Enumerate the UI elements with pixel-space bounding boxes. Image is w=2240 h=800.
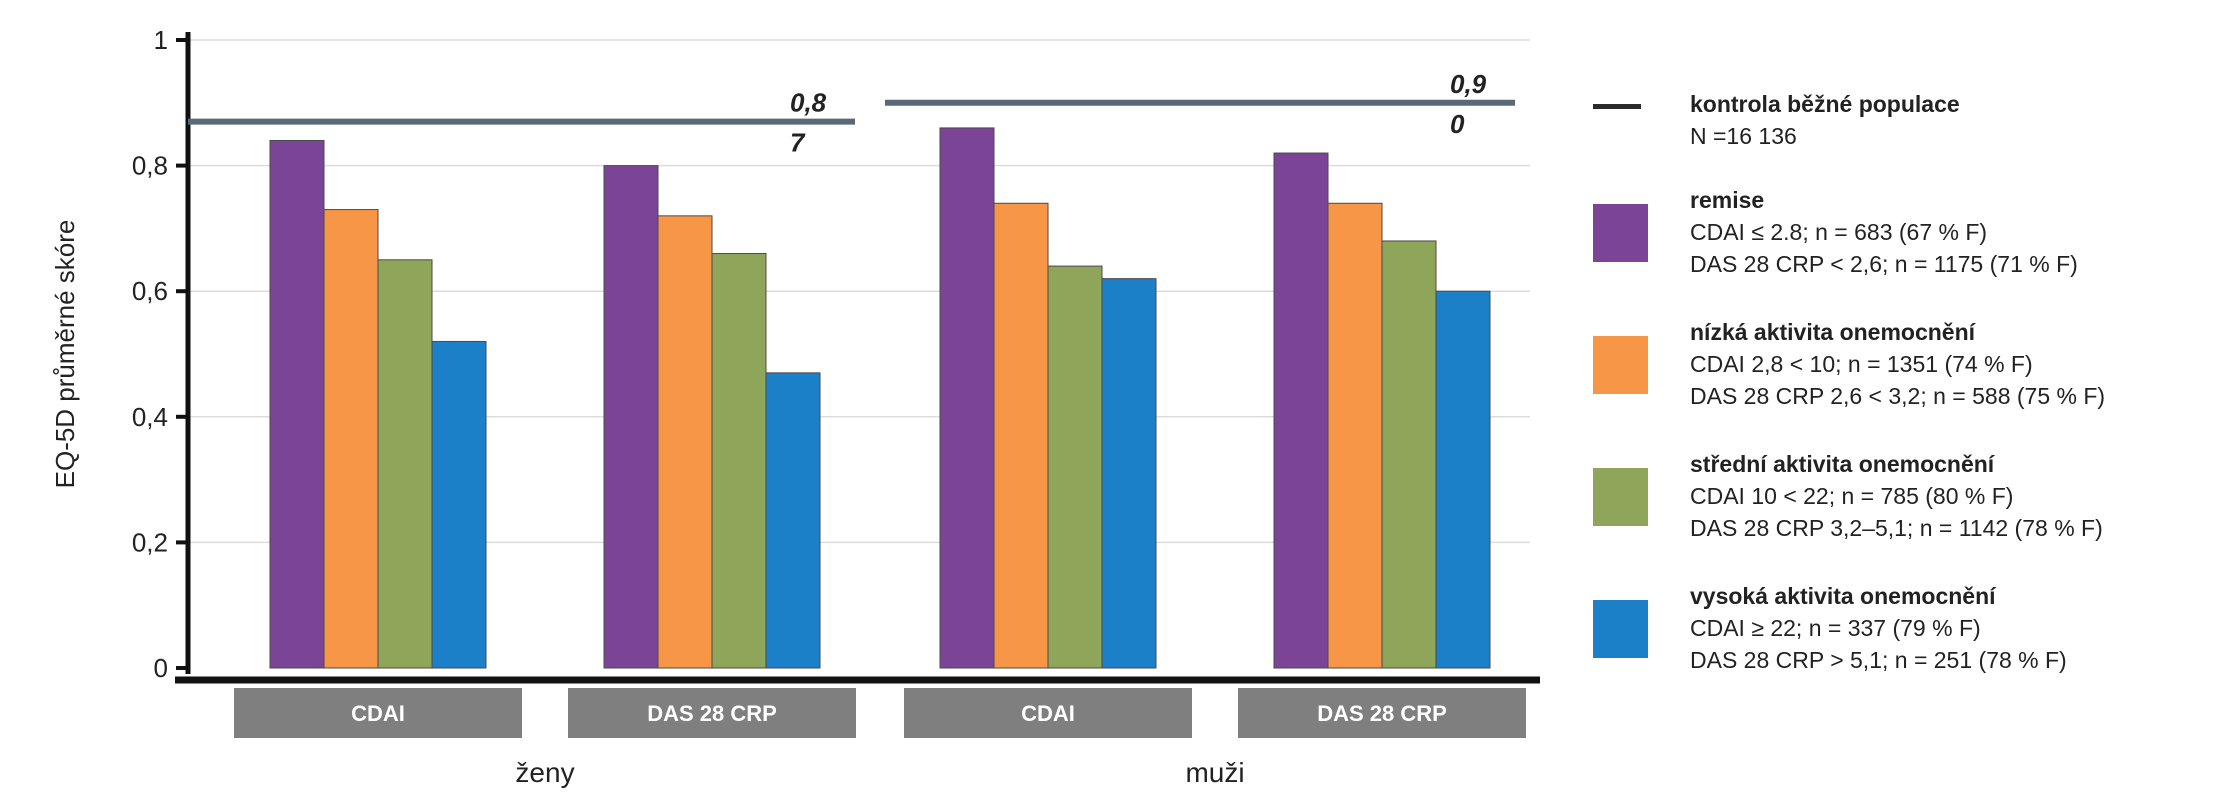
bar	[1381, 240, 1437, 669]
y-axis-label: EQ-5D průměrné skóre	[50, 220, 80, 489]
reference-label: 7	[790, 128, 806, 158]
bar	[711, 253, 767, 669]
y-tick-label: 0,2	[132, 527, 168, 557]
legend-title: nízká aktivita onemocnění	[1690, 319, 1976, 345]
legend-text: DAS 28 CRP 3,2–5,1; n = 1142 (78 % F)	[1690, 515, 2103, 541]
category-label: CDAI	[1021, 701, 1075, 726]
legend-title: vysoká aktivita onemocnění	[1690, 583, 1996, 609]
y-tick-label: 0	[154, 653, 168, 683]
legend-text: DAS 28 CRP 2,6 < 3,2; n = 588 (75 % F)	[1690, 383, 2106, 409]
legend-text: CDAI ≤ 2.8; n = 683 (67 % F)	[1690, 219, 1988, 245]
legend-text: DAS 28 CRP > 5,1; n = 251 (78 % F)	[1690, 647, 2067, 673]
bar	[1327, 202, 1383, 669]
legend-text: DAS 28 CRP < 2,6; n = 1175 (71 % F)	[1690, 251, 2078, 277]
bar	[431, 340, 487, 669]
bar	[377, 259, 433, 669]
legend-title-reference: kontrola běžné populace	[1690, 91, 1960, 117]
category-box	[1238, 688, 1526, 738]
category-box	[568, 688, 856, 738]
category-label: DAS 28 CRP	[647, 701, 777, 726]
bar	[1047, 265, 1103, 669]
bar	[765, 372, 821, 669]
legend-line-reference	[1593, 104, 1641, 109]
legend-item-medium: střední aktivita onemocnění CDAI 10 < 22…	[1593, 448, 2233, 580]
legend-title: remise	[1690, 187, 1765, 213]
bar	[657, 215, 713, 669]
legend-item-remise: remise CDAI ≤ 2.8; n = 683 (67 % F) DAS …	[1593, 184, 2233, 316]
legend-text: CDAI 10 < 22; n = 785 (80 % F)	[1690, 483, 2014, 509]
legend: kontrola běžné populace N =16 136 remise…	[1593, 88, 2233, 712]
legend-swatch-low	[1593, 336, 1648, 394]
legend-swatch-remise	[1593, 204, 1648, 262]
bar	[939, 127, 995, 669]
bar	[603, 165, 659, 669]
bar	[993, 202, 1049, 669]
legend-text: CDAI ≥ 22; n = 337 (79 % F)	[1690, 615, 1981, 641]
bar	[1273, 152, 1329, 669]
reference-label: 0,9	[1450, 69, 1487, 99]
legend-item-reference: kontrola běžné populace N =16 136	[1593, 88, 2233, 184]
category-box	[234, 688, 522, 738]
legend-swatch-medium	[1593, 468, 1648, 526]
y-tick-label: 0,6	[132, 276, 168, 306]
legend-swatch-high	[1593, 600, 1648, 658]
group-label: ženy	[515, 757, 574, 788]
legend-text: CDAI 2,8 < 10; n = 1351 (74 % F)	[1690, 351, 2033, 377]
y-tick-label: 0,8	[132, 151, 168, 181]
bar-chart: 0 0,2 0,4 0,6 0,8 1 EQ-5D průměrné skóre 0,8 7 0,…	[50, 25, 1540, 788]
bar	[1101, 278, 1157, 669]
reference-label: 0,8	[790, 88, 827, 118]
legend-item-high: vysoká aktivita onemocnění CDAI ≥ 22; n …	[1593, 580, 2233, 712]
y-tick-label: 1	[154, 25, 168, 55]
category-label: DAS 28 CRP	[1317, 701, 1447, 726]
reference-label: 0	[1450, 109, 1465, 139]
category-box	[904, 688, 1192, 738]
y-tick-label: 0,4	[132, 402, 168, 432]
bar	[1435, 290, 1491, 669]
group-label: muži	[1185, 757, 1244, 788]
legend-title: střední aktivita onemocnění	[1690, 451, 1995, 477]
bar	[269, 139, 325, 669]
category-label: CDAI	[351, 701, 405, 726]
legend-text-reference: N =16 136	[1690, 123, 1797, 149]
legend-item-low: nízká aktivita onemocnění CDAI 2,8 < 10;…	[1593, 316, 2233, 448]
bar	[323, 209, 379, 669]
